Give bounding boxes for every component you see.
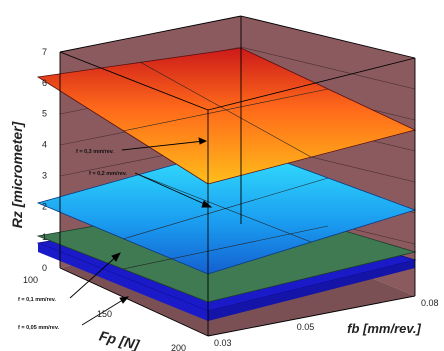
fp-tick-label: 100 bbox=[23, 275, 38, 285]
surface-label: f = 0,2 mm/rev. bbox=[89, 171, 127, 177]
surface-label: f = 0,1 mm/rev. bbox=[18, 297, 56, 303]
fb-tick-label: 0.05 bbox=[297, 322, 315, 332]
fp-tick-label: 200 bbox=[171, 343, 186, 351]
z-tick-label: 4 bbox=[42, 140, 47, 150]
fp-tick-label: 150 bbox=[97, 309, 112, 319]
z-tick-label: 5 bbox=[42, 109, 47, 119]
surface-grid bbox=[122, 61, 329, 270]
z-tick-label: 2 bbox=[42, 201, 47, 211]
z-tick-label: 0 bbox=[42, 263, 47, 273]
z-tick-label: 7 bbox=[42, 47, 47, 57]
z-tick-label: 1 bbox=[42, 232, 47, 242]
fb-tick-label: 0.08 bbox=[421, 298, 439, 308]
fp-axis-label: Fp [N] bbox=[98, 327, 142, 351]
z-axis-label: Rz [micrometer] bbox=[9, 120, 25, 228]
box-edges bbox=[59, 15, 416, 337]
fb-axis-label: fb [mm/rev.] bbox=[347, 321, 421, 336]
surface-label: f = 0,05 mm/rev. bbox=[18, 325, 59, 331]
z-tick-label: 6 bbox=[42, 78, 47, 88]
fb-tick-label: 0.03 bbox=[214, 338, 232, 348]
z-tick-label: 3 bbox=[42, 170, 47, 180]
surface-f005-edge-r bbox=[208, 260, 415, 321]
surface-label: f = 0,3 mm/rev. bbox=[76, 149, 114, 155]
surface-f005-edge bbox=[38, 243, 208, 321]
annotation-arrows bbox=[69, 137, 213, 326]
